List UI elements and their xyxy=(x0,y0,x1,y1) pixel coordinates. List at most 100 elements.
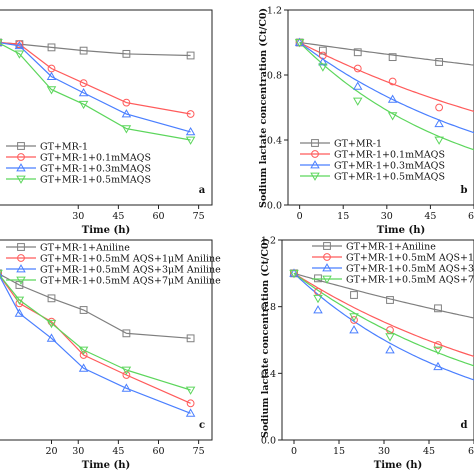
data-point xyxy=(122,329,131,338)
legend-marker xyxy=(16,276,26,285)
x-axis-label: Time (h) xyxy=(82,460,130,471)
data-point xyxy=(387,94,398,103)
x-tick-label: 45 xyxy=(112,211,124,222)
data-point xyxy=(47,43,56,52)
data-point xyxy=(294,39,305,48)
legend-label: GT+MR-1+0.1mMAQS xyxy=(334,150,445,161)
data-point xyxy=(434,341,442,349)
data-point xyxy=(46,71,57,81)
legend-label: GT+MR-1+0.5mMAQS xyxy=(334,172,445,183)
data-point xyxy=(434,118,444,128)
x-tick-label: 0 xyxy=(297,211,303,222)
legend-marker xyxy=(322,263,332,272)
plot-area xyxy=(294,37,474,151)
data-point xyxy=(387,112,398,121)
panel-letter: d xyxy=(461,420,468,431)
data-point xyxy=(318,46,327,55)
legend-label: GT+MR-1+0.5mM AQS+7μM Aniline xyxy=(346,275,474,286)
x-tick-label: 45 xyxy=(112,446,124,457)
legend-marker xyxy=(310,172,320,181)
data-point xyxy=(313,305,323,314)
data-point xyxy=(385,333,395,342)
data-point xyxy=(349,325,359,334)
data-point xyxy=(78,87,89,97)
data-point xyxy=(15,40,24,49)
x-tick-label: 60 xyxy=(468,211,474,222)
plot-area xyxy=(0,38,196,145)
data-point xyxy=(350,316,358,324)
y-tick-label: 1.2 xyxy=(267,6,282,17)
data-point xyxy=(121,383,132,392)
x-tick-label: 60 xyxy=(152,211,164,222)
data-point xyxy=(78,363,89,372)
data-point xyxy=(353,64,362,73)
data-point xyxy=(435,58,444,66)
data-point xyxy=(352,97,363,106)
y-axis-label: Sodium lactate concentration (Ct/C0) xyxy=(258,8,269,208)
data-point xyxy=(79,351,88,359)
data-point xyxy=(79,79,88,88)
data-point xyxy=(122,98,131,107)
x-tick-label: 15 xyxy=(333,446,345,457)
data-point xyxy=(185,136,196,145)
fit-curve xyxy=(299,41,474,66)
legend-marker xyxy=(310,160,320,169)
x-tick-label: 0 xyxy=(291,446,297,457)
legend-label: GT+MR-1+0.5mM AQS+1μM Aniline xyxy=(40,254,221,265)
data-point xyxy=(121,109,132,118)
data-point xyxy=(318,63,328,72)
data-point xyxy=(318,57,328,66)
data-point xyxy=(388,53,397,62)
data-point xyxy=(349,313,359,322)
x-tick-label: 45 xyxy=(424,211,436,222)
plot-frame xyxy=(287,9,474,206)
data-point xyxy=(385,345,395,354)
data-point xyxy=(0,269,2,277)
x-tick-label: 30 xyxy=(72,211,84,222)
legend-marker xyxy=(322,275,332,284)
data-point xyxy=(388,77,397,86)
legend-label: GT+MR-1+0.5mM AQS+3μM Aniline xyxy=(40,265,221,276)
y-tick-label: 0.4 xyxy=(267,136,282,147)
panel-letter: a xyxy=(199,185,206,196)
data-point xyxy=(47,294,56,303)
y-tick-label: 0.8 xyxy=(267,71,282,82)
data-point xyxy=(434,136,444,145)
data-point xyxy=(313,294,323,304)
legend-label: GT+MR-1+0.5mM AQS+7μM Aniline xyxy=(40,276,221,287)
data-point xyxy=(350,291,358,299)
legend-label: GT+MR-1+0.5mM AQS+3μM Aniline xyxy=(346,264,474,275)
x-tick-label: 75 xyxy=(193,211,205,222)
data-point xyxy=(434,304,442,313)
data-point xyxy=(353,48,362,57)
data-point xyxy=(14,50,25,59)
data-point xyxy=(185,408,196,417)
data-point xyxy=(14,308,25,317)
legend-marker xyxy=(16,264,26,273)
legend-marker xyxy=(17,243,25,251)
x-tick-label: 30 xyxy=(378,446,390,457)
panel-letter: c xyxy=(199,420,205,431)
series-line xyxy=(0,42,191,141)
data-point xyxy=(79,306,88,314)
legend-marker xyxy=(17,254,25,262)
data-point xyxy=(122,371,131,379)
legend-marker xyxy=(17,142,25,150)
fit-curve xyxy=(293,272,474,357)
legend-label: GT+MR-1+0.3mMAQS xyxy=(40,164,151,175)
data-point xyxy=(314,274,322,283)
series-line xyxy=(0,42,191,133)
fit-curve xyxy=(293,272,474,381)
plot-frame xyxy=(0,239,213,441)
x-tick-label: 20 xyxy=(45,446,57,457)
data-point xyxy=(433,346,443,355)
data-point xyxy=(186,399,195,408)
series-line xyxy=(0,42,191,57)
data-point xyxy=(289,269,299,279)
legend-marker xyxy=(311,150,319,158)
